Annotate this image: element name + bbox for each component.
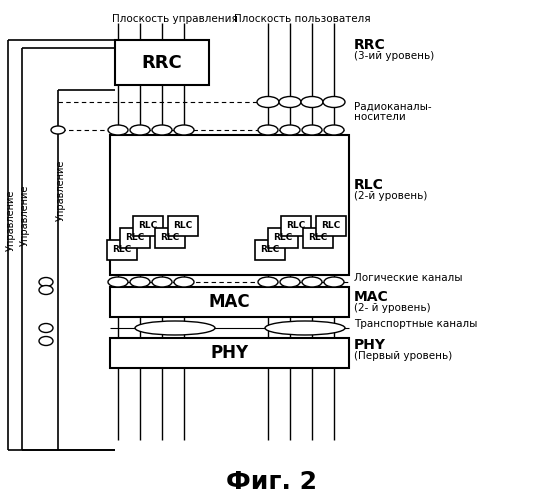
Text: (2-й уровень): (2-й уровень) — [354, 191, 428, 201]
Bar — [110, 338, 349, 368]
Bar — [255, 240, 285, 260]
Text: Радиоканалы-: Радиоканалы- — [354, 102, 431, 112]
Text: Плоскость управления: Плоскость управления — [112, 14, 238, 24]
Ellipse shape — [258, 277, 278, 287]
Text: носители: носители — [354, 112, 406, 122]
Text: Управление: Управление — [56, 160, 66, 220]
Bar — [133, 216, 163, 236]
Ellipse shape — [152, 277, 172, 287]
Text: RLC: RLC — [322, 222, 341, 230]
Bar — [120, 228, 150, 248]
Text: RRC: RRC — [141, 54, 182, 72]
Bar — [281, 216, 311, 236]
Text: MAC: MAC — [209, 293, 250, 311]
Ellipse shape — [108, 125, 128, 135]
Ellipse shape — [324, 277, 344, 287]
Ellipse shape — [108, 277, 128, 287]
Text: (3-ий уровень): (3-ий уровень) — [354, 51, 434, 61]
Text: RRC: RRC — [354, 38, 386, 52]
Ellipse shape — [257, 96, 279, 108]
Ellipse shape — [280, 125, 300, 135]
Bar — [107, 240, 137, 260]
Text: Плоскость пользователя: Плоскость пользователя — [234, 14, 370, 24]
Text: PHY: PHY — [354, 338, 386, 352]
Ellipse shape — [301, 96, 323, 108]
Ellipse shape — [39, 286, 53, 294]
Text: RLC: RLC — [174, 222, 193, 230]
Text: PHY: PHY — [211, 344, 249, 362]
Text: RLC: RLC — [113, 246, 132, 254]
Ellipse shape — [324, 125, 344, 135]
Text: RLC: RLC — [261, 246, 280, 254]
Ellipse shape — [135, 321, 215, 335]
Ellipse shape — [302, 125, 322, 135]
Bar — [110, 287, 349, 317]
Ellipse shape — [152, 125, 172, 135]
Ellipse shape — [174, 277, 194, 287]
Text: (Первый уровень): (Первый уровень) — [354, 351, 452, 361]
Text: Логические каналы: Логические каналы — [354, 273, 462, 283]
Text: RLC: RLC — [125, 234, 145, 242]
Ellipse shape — [265, 321, 345, 335]
Ellipse shape — [39, 324, 53, 332]
Text: Управление: Управление — [20, 184, 30, 246]
Text: RLC: RLC — [354, 178, 384, 192]
Ellipse shape — [39, 278, 53, 286]
Bar — [268, 228, 298, 248]
Ellipse shape — [279, 96, 301, 108]
Text: RLC: RLC — [138, 222, 158, 230]
Bar — [155, 228, 185, 248]
Text: RLC: RLC — [286, 222, 306, 230]
Ellipse shape — [280, 277, 300, 287]
Text: Транспортные каналы: Транспортные каналы — [354, 319, 478, 329]
Ellipse shape — [130, 125, 150, 135]
Text: RLC: RLC — [308, 234, 327, 242]
Bar — [168, 216, 198, 236]
Bar — [303, 228, 333, 248]
Bar — [115, 40, 209, 85]
Ellipse shape — [258, 125, 278, 135]
Ellipse shape — [323, 96, 345, 108]
Text: Управление: Управление — [6, 190, 16, 250]
Text: RLC: RLC — [274, 234, 293, 242]
Ellipse shape — [51, 126, 65, 134]
Text: RLC: RLC — [160, 234, 180, 242]
Text: (2- й уровень): (2- й уровень) — [354, 303, 431, 313]
Ellipse shape — [302, 277, 322, 287]
Text: MAC: MAC — [354, 290, 389, 304]
Ellipse shape — [39, 336, 53, 345]
Text: Фиг. 2: Фиг. 2 — [226, 470, 318, 494]
Ellipse shape — [130, 277, 150, 287]
Bar — [110, 135, 349, 275]
Ellipse shape — [174, 125, 194, 135]
Bar — [316, 216, 346, 236]
